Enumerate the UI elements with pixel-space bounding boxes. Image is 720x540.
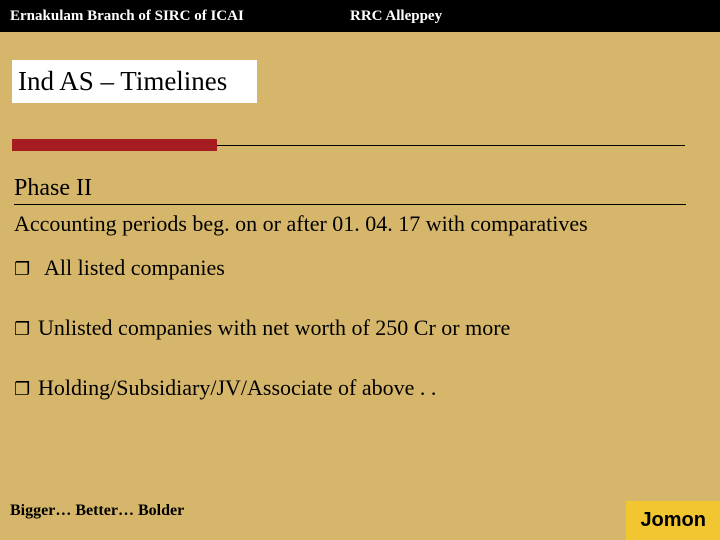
divider-accent xyxy=(12,139,217,151)
bullet-icon: ❐ xyxy=(14,259,38,280)
divider-rule xyxy=(12,139,720,151)
slide-title: Ind AS – Timelines xyxy=(12,60,257,103)
list-item: ❐ Unlisted companies with net worth of 2… xyxy=(14,315,706,341)
bullet-text: Unlisted companies with net worth of 250… xyxy=(38,315,510,341)
phase-heading: Phase II xyxy=(14,175,686,205)
footer-author-box: Jomon xyxy=(626,501,720,540)
footer-author: Jomon xyxy=(640,509,706,531)
bullet-list: ❐ All listed companies ❐ Unlisted compan… xyxy=(14,255,706,401)
bullet-icon: ❐ xyxy=(14,379,38,400)
list-item: ❐ All listed companies xyxy=(14,255,706,281)
sub-heading: Accounting periods beg. on or after 01. … xyxy=(14,211,706,237)
header-bar: Ernakulam Branch of SIRC of ICAI RRC All… xyxy=(0,0,720,32)
list-item: ❐ Holding/Subsidiary/JV/Associate of abo… xyxy=(14,375,706,401)
divider-line xyxy=(217,145,685,146)
bullet-icon: ❐ xyxy=(14,319,38,340)
header-right-text: RRC Alleppey xyxy=(340,8,442,25)
content-area: Phase II Accounting periods beg. on or a… xyxy=(14,175,706,401)
header-left-text: Ernakulam Branch of SIRC of ICAI xyxy=(0,8,340,25)
bullet-text: All listed companies xyxy=(44,255,225,281)
footer-tagline: Bigger… Better… Bolder xyxy=(10,502,184,520)
bullet-text: Holding/Subsidiary/JV/Associate of above… xyxy=(38,375,436,401)
